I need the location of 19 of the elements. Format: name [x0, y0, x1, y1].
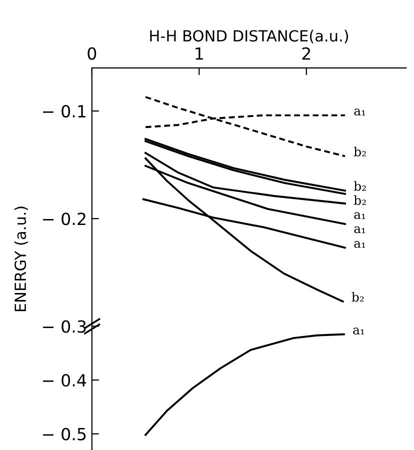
series-label: a₁: [354, 108, 366, 116]
x-tick-label: 1: [196, 47, 203, 60]
x-axis-title: H-H BOND DISTANCE(a.u.): [150, 30, 348, 44]
series-label: b₂: [354, 146, 366, 156]
y-tick-label: − 0.3: [43, 320, 86, 333]
series-label: a₁: [354, 226, 366, 234]
y-tick-label: − 0.1: [43, 104, 86, 118]
series-label: b₂: [354, 195, 366, 205]
series-label: a₁: [353, 328, 364, 334]
series-label: a₁: [354, 212, 366, 220]
y-tick-label: − 0.2: [43, 212, 86, 226]
x-tick-label: 0: [88, 47, 96, 60]
series-label: b₂: [354, 181, 366, 191]
y2-tick-label: − 0.5: [43, 428, 86, 440]
series-label: b₂: [352, 292, 364, 302]
series-label: a₁: [354, 241, 366, 248]
x-tick-label: 2: [302, 47, 310, 60]
y-axis-title: ENERGY (a.u.): [14, 206, 28, 312]
y2-tick-label: − 0.4: [43, 374, 86, 387]
